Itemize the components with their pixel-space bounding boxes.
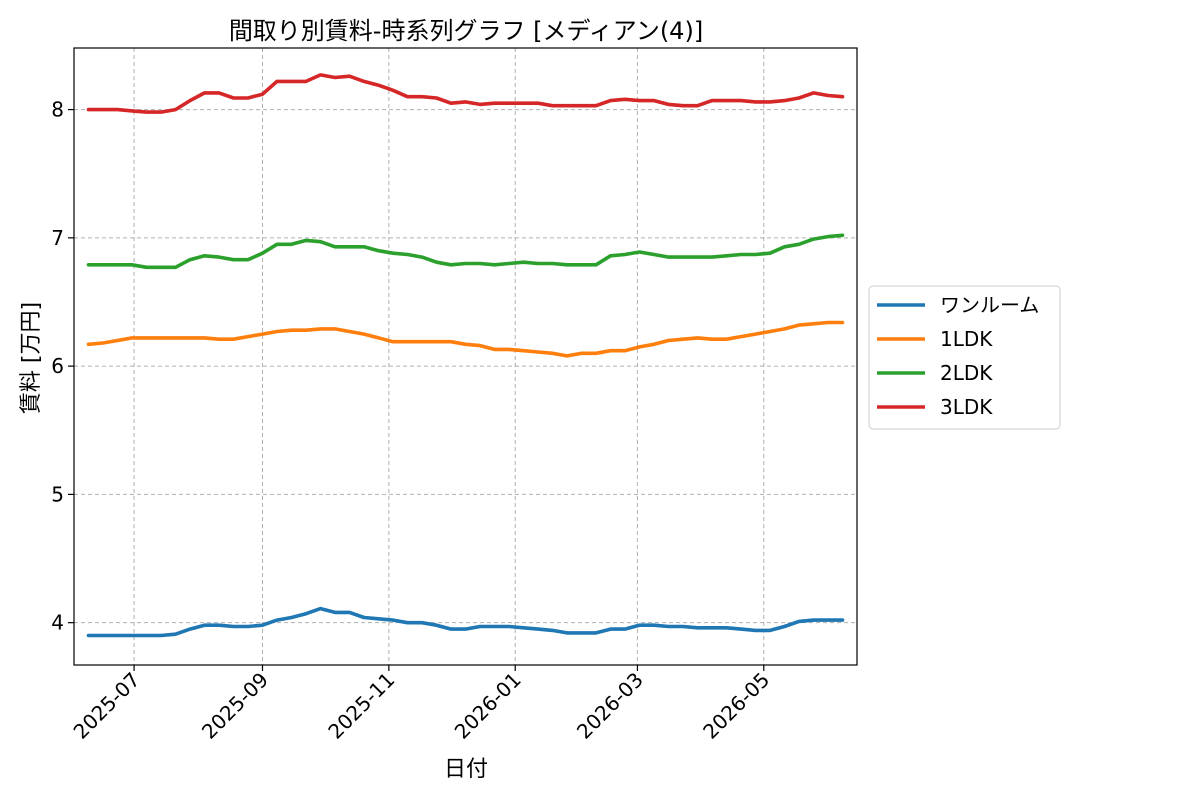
y-axis-label: 賃料 [万円]	[19, 302, 44, 414]
legend-label-2: 2LDK	[940, 361, 993, 385]
series-line-1	[86, 320, 845, 358]
series-line-2	[86, 233, 845, 270]
grid	[74, 48, 857, 665]
y-tick-label: 6	[51, 354, 64, 378]
x-tick-label: 2025-11	[323, 668, 399, 744]
y-tick-label: 5	[51, 482, 64, 506]
x-tick-label: 2026-05	[698, 668, 774, 744]
legend-label-0: ワンルーム	[940, 293, 1039, 317]
chart-title: 間取り別賃料-時系列グラフ [メディアン(4)]	[229, 17, 703, 45]
series-line-0	[86, 606, 845, 638]
y-tick-label: 8	[51, 98, 64, 122]
series-group	[86, 73, 845, 638]
x-tick-label: 2025-09	[197, 668, 273, 744]
axes: 4 5 6 7 8 2025-07 2025-09 2025-11 2026-01 2026-03…	[51, 98, 774, 744]
legend: ワンルーム 1LDK 2LDK 3LDK	[868, 285, 1061, 430]
x-axis-label: 日付	[444, 757, 488, 782]
x-tick-label: 2026-01	[450, 668, 526, 744]
x-tick-label: 2026-03	[572, 668, 648, 744]
y-tick-label: 7	[51, 226, 64, 250]
series-line-3	[86, 73, 845, 114]
legend-frame	[868, 285, 1061, 430]
legend-label-3: 3LDK	[940, 395, 993, 419]
legend-label-1: 1LDK	[940, 327, 993, 351]
y-tick-label: 4	[51, 611, 64, 635]
x-tick-label: 2025-07	[69, 668, 145, 744]
plot-frame	[73, 47, 858, 666]
